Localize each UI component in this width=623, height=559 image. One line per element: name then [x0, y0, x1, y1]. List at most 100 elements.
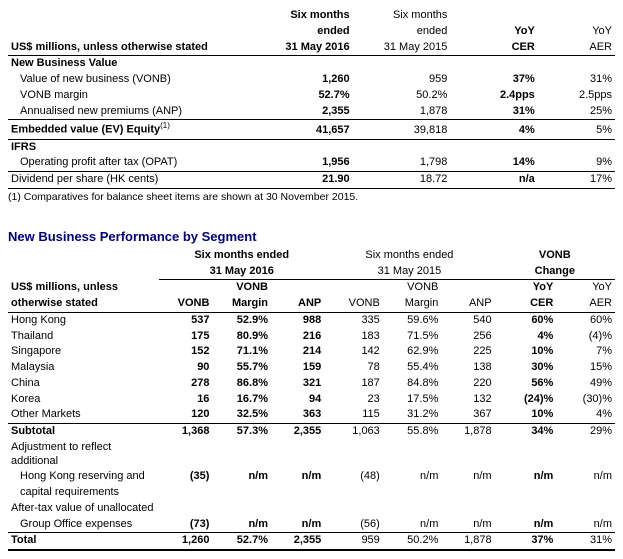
- adj2-l2: Group Office expenses: [8, 517, 159, 533]
- anp-c2: 1,878: [353, 104, 451, 120]
- adj1-c2: n/m: [212, 469, 271, 485]
- total-c2: 52.7%: [212, 533, 271, 550]
- group3-h2: Change: [495, 264, 615, 280]
- total-c1: 1,260: [159, 533, 212, 550]
- row-c7: 10%: [495, 344, 557, 360]
- h-yoy-2: YoY: [556, 280, 615, 296]
- adj1-c1: (35): [159, 469, 212, 485]
- row-c2: 86.8%: [212, 376, 271, 392]
- adj2-c1: (73): [159, 517, 212, 533]
- table-row: Hong Kong53752.9%98833559.6%54060%60%: [8, 312, 615, 328]
- dps-label: Dividend per share (HK cents): [8, 172, 255, 189]
- row-c2: 80.9%: [212, 329, 271, 345]
- h-vonb-margin1: VONB: [212, 280, 271, 296]
- adj1-c8: n/m: [556, 469, 615, 485]
- anp-label: Annualised new premiums (ANP): [8, 104, 255, 120]
- subtotal-c2: 57.3%: [212, 424, 271, 440]
- margin-c3: 2.4pps: [450, 88, 537, 104]
- subtotal-c1: 1,368: [159, 424, 212, 440]
- opat-c4: 9%: [538, 155, 615, 171]
- row-c8: (4)%: [556, 329, 615, 345]
- subtotal-c6: 1,878: [441, 424, 494, 440]
- col2-h2: ended: [353, 24, 451, 40]
- col1-h3: 31 May 2016: [255, 40, 353, 56]
- row-c8: 4%: [556, 407, 615, 423]
- row-c3: 214: [271, 344, 324, 360]
- total-c3: 2,355: [271, 533, 324, 550]
- opat-c2: 1,798: [353, 155, 451, 171]
- row-c2: 16.7%: [212, 392, 271, 408]
- margin-label: VONB margin: [8, 88, 255, 104]
- row-c4: 142: [324, 344, 383, 360]
- unit-label-1: US$ millions, unless: [8, 280, 159, 296]
- h-aer: AER: [556, 296, 615, 312]
- vonb-c1: 1,260: [255, 72, 353, 88]
- adj2-c2: n/m: [212, 517, 271, 533]
- opat-c3: 14%: [450, 155, 537, 171]
- row-c7: 30%: [495, 360, 557, 376]
- row-c8: 15%: [556, 360, 615, 376]
- group2-h1: Six months ended: [324, 248, 494, 264]
- h-vonb-a: VONB: [159, 296, 212, 312]
- row-c6: 138: [441, 360, 494, 376]
- adj1-c6: n/m: [441, 469, 494, 485]
- row-c4: 78: [324, 360, 383, 376]
- total-c5: 50.2%: [383, 533, 442, 550]
- row-c8: 60%: [556, 312, 615, 328]
- row-c4: 335: [324, 312, 383, 328]
- table-row: Malaysia9055.7%1597855.4%13830%15%: [8, 360, 615, 376]
- adj1-l3: capital requirements: [8, 485, 159, 501]
- row-c6: 256: [441, 329, 494, 345]
- footnote-1: (1) Comparatives for balance sheet items…: [8, 191, 615, 203]
- table-row: Other Markets12032.5%36311531.2%36710%4%: [8, 407, 615, 423]
- subtotal-c7: 34%: [495, 424, 557, 440]
- row-c5: 17.5%: [383, 392, 442, 408]
- adj1-c7: n/m: [495, 469, 557, 485]
- row-c3: 159: [271, 360, 324, 376]
- col2-h1: Six months: [353, 8, 451, 24]
- adj2-c6: n/m: [441, 517, 494, 533]
- row-c5: 55.4%: [383, 360, 442, 376]
- row-c8: (30)%: [556, 392, 615, 408]
- col1-h1: Six months: [255, 8, 353, 24]
- margin-c1: 52.7%: [255, 88, 353, 104]
- ev-c3: 4%: [450, 120, 537, 139]
- row-label: China: [8, 376, 159, 392]
- row-c6: 132: [441, 392, 494, 408]
- total-label: Total: [8, 533, 159, 550]
- total-c8: 31%: [556, 533, 615, 550]
- total-c4: 959: [324, 533, 383, 550]
- row-c1: 175: [159, 329, 212, 345]
- table-row: Korea1616.7%942317.5%132(24)%(30)%: [8, 392, 615, 408]
- ev-c2: 39,818: [353, 120, 451, 139]
- group1-h2: 31 May 2016: [159, 264, 324, 280]
- col3-h2: CER: [450, 40, 537, 56]
- row-c1: 16: [159, 392, 212, 408]
- row-c6: 220: [441, 376, 494, 392]
- vonb-label: Value of new business (VONB): [8, 72, 255, 88]
- opat-c1: 1,956: [255, 155, 353, 171]
- total-c6: 1,878: [441, 533, 494, 550]
- h-margin-a: Margin: [212, 296, 271, 312]
- row-c7: 56%: [495, 376, 557, 392]
- row-c7: (24)%: [495, 392, 557, 408]
- row-c3: 321: [271, 376, 324, 392]
- row-c1: 90: [159, 360, 212, 376]
- row-c7: 10%: [495, 407, 557, 423]
- unit-label-2: otherwise stated: [8, 296, 159, 312]
- anp-c3: 31%: [450, 104, 537, 120]
- segment-title: New Business Performance by Segment: [8, 229, 615, 244]
- table-row: Singapore15271.1%21414262.9%22510%7%: [8, 344, 615, 360]
- group3-h1: VONB: [495, 248, 615, 264]
- row-c3: 363: [271, 407, 324, 423]
- row-c4: 183: [324, 329, 383, 345]
- adj2-l1: After-tax value of unallocated: [8, 501, 159, 517]
- group1-h1: Six months ended: [159, 248, 324, 264]
- row-c6: 367: [441, 407, 494, 423]
- ev-c1: 41,657: [255, 120, 353, 139]
- h-anp-a: ANP: [271, 296, 324, 312]
- subtotal-c8: 29%: [556, 424, 615, 440]
- ev-label: Embedded value (EV) Equity(1): [8, 120, 255, 139]
- dps-c4: 17%: [538, 172, 615, 189]
- row-c1: 152: [159, 344, 212, 360]
